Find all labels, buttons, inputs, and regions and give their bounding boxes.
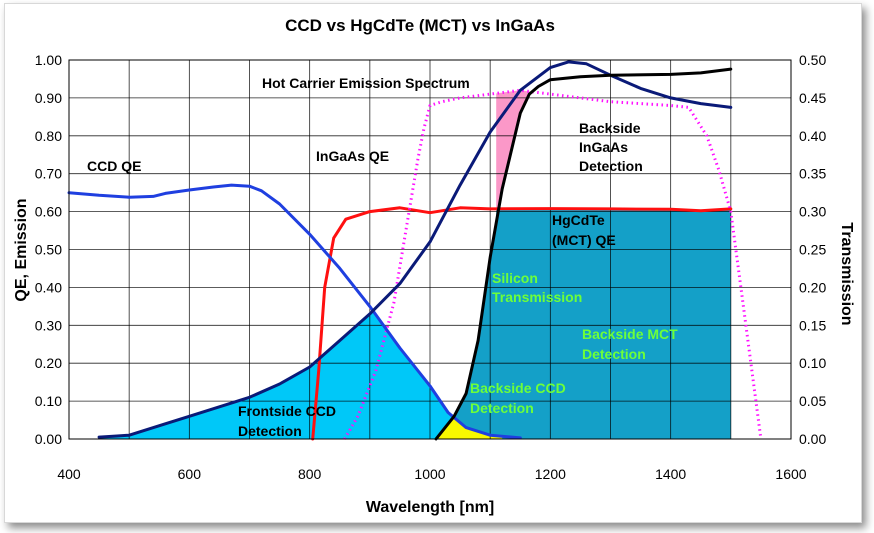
y-tick-label: 0.90 [35,90,62,106]
y-tick-label: 0.00 [35,431,62,447]
y-tick-label: 0.70 [35,166,62,182]
y-tick-label: 0.30 [35,317,62,333]
annotation-backside-ingaas-2: InGaAs [579,139,628,155]
annotation-ccd-qe: CCD QE [87,158,141,174]
y2-tick-labels: 0.00 0.05 0.10 0.15 0.20 0.25 0.30 0.35 0.40 0.45… [799,52,826,447]
annotation-hot-carrier: Hot Carrier Emission Spectrum [262,75,470,91]
y2-tick-label: 0.20 [799,279,826,295]
y-tick-label: 0.50 [35,242,62,258]
y2-tick-label: 0.30 [799,204,826,220]
region-backside-mct-mask [436,207,497,439]
series-lines [67,60,763,441]
x-tick-label: 600 [178,466,202,482]
region-backside-ccd [436,417,503,439]
annotation-backside-ccd-1: Backside CCD [470,380,566,396]
annotation-backside-ingaas-3: Detection [579,158,643,174]
series-line-silicon-transmission [434,67,733,441]
series-line-hot-carrier-emission-spectrum [97,60,733,439]
y2-tick-label: 0.45 [799,90,826,106]
annotation-frontside-ccd-2: Detection [238,423,302,439]
grid [69,60,791,439]
y2-tick-label: 0.15 [799,317,826,333]
y-tick-label: 0.10 [35,393,62,409]
annotation-frontside-ccd-1: Frontside CCD [238,403,336,419]
y-tick-label: 0.40 [35,279,62,295]
region-backside-mct-base [436,207,731,439]
y-tick-label: 0.60 [35,204,62,220]
x-tick-label: 1400 [655,466,686,482]
x-axis-label: Wavelength [nm] [366,499,494,516]
y-tick-label: 1.00 [35,52,62,68]
y2-tick-label: 0.25 [799,242,826,258]
y2-tick-label: 0.35 [799,166,826,182]
y2-tick-label: 0.10 [799,355,826,371]
y2-axis-label: Transmission [838,222,855,325]
annotation-backside-ingaas-1: Backside [579,120,641,136]
series-line-hgcdte-mct-qe [311,206,733,441]
annotation-ingaas-qe: InGaAs QE [316,148,389,164]
detection-regions [102,90,761,440]
y2-tick-label: 0.05 [799,393,826,409]
annotation-backside-ccd-2: Detection [470,400,534,416]
x-tick-label: 800 [298,466,322,482]
series-line-ccd-qe [67,183,522,440]
x-tick-label: 1200 [535,466,566,482]
plot-border [68,59,792,440]
y-axis-label: QE, Emission [13,198,30,301]
x-tick-label: 1600 [775,466,806,482]
y-tick-labels: 0.00 0.10 0.20 0.30 0.40 0.50 0.60 0.70 0.80 0.90… [35,52,62,447]
y2-tick-label: 0.00 [799,431,826,447]
annotation-silicon-2: Transmission [492,289,582,305]
chart-svg: CCD vs HgCdTe (MCT) vs InGaAs 400 600 800 1… [13,16,855,516]
annotation-hgcdte-2: (MCT) QE [552,232,616,248]
x-tick-label: 1000 [414,466,445,482]
x-tick-label: 400 [57,466,81,482]
chart-title: CCD vs HgCdTe (MCT) vs InGaAs [285,16,555,35]
y-tick-label: 0.80 [35,128,62,144]
annotation-silicon-1: Silicon [492,270,538,286]
y-tick-label: 0.20 [35,355,62,371]
y2-tick-label: 0.50 [799,52,826,68]
annotation-backside-mct-1: Backside MCT [582,326,678,342]
annotation-hgcdte-1: HgCdTe [552,212,605,228]
chart-frame: CCD vs HgCdTe (MCT) vs InGaAs 400 600 800 1… [4,3,862,523]
annotation-backside-mct-2: Detection [582,346,646,362]
x-tick-labels: 400 600 800 1000 1200 1400 1600 [57,466,806,482]
y2-tick-label: 0.40 [799,128,826,144]
region-frontside-ccd [102,310,454,439]
